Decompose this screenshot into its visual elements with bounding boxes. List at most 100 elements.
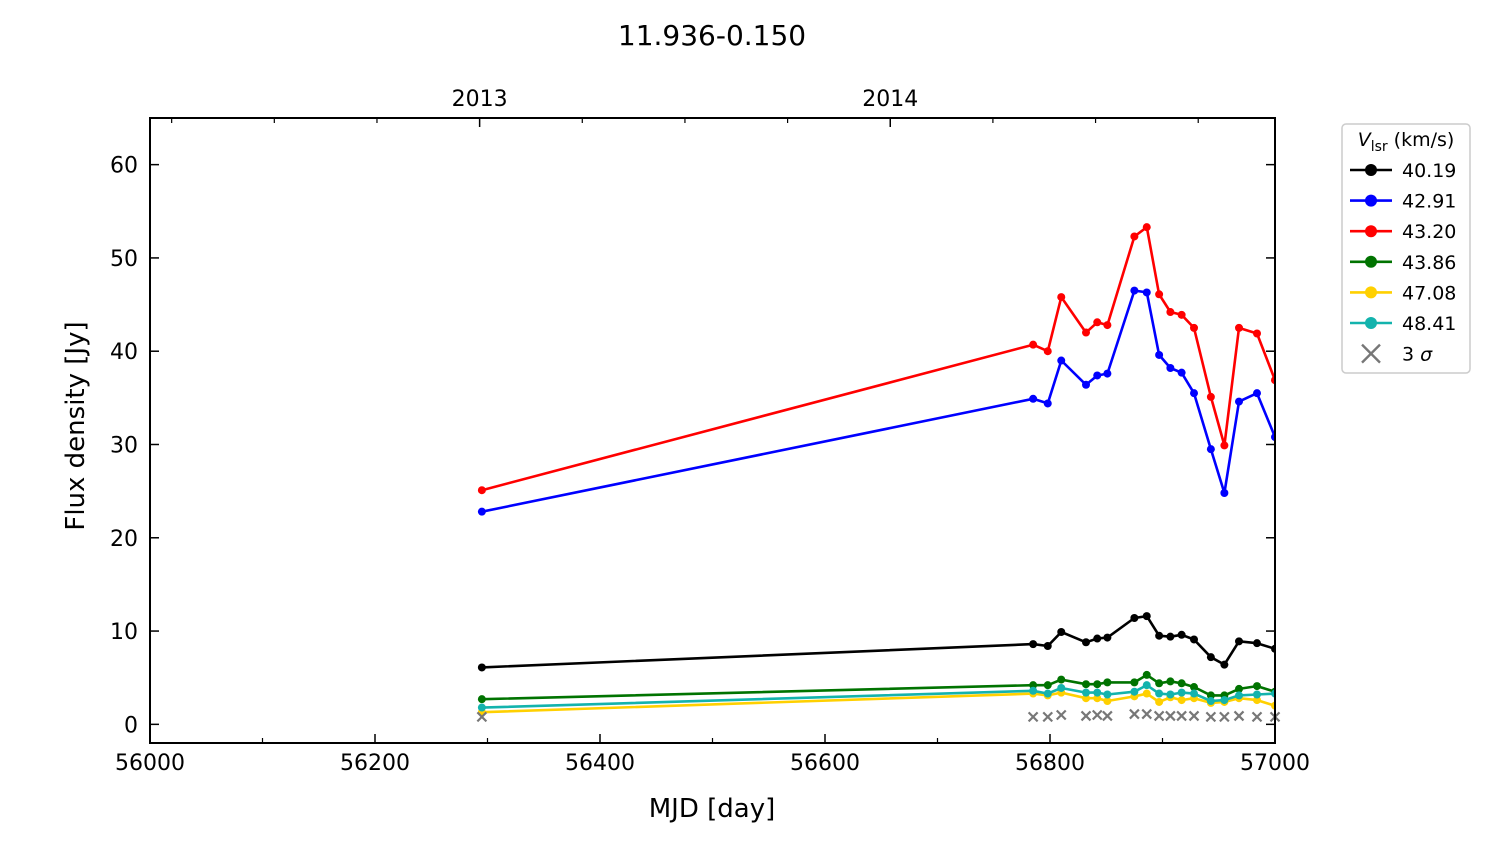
sigma-marker xyxy=(1188,710,1200,722)
y-tick-label: 40 xyxy=(110,340,138,365)
sigma-marker xyxy=(1219,711,1230,723)
legend-label: 42.91 xyxy=(1402,191,1456,213)
data-point xyxy=(1029,394,1038,403)
data-point xyxy=(1057,293,1066,302)
plot-frame xyxy=(149,117,1276,744)
data-point xyxy=(1082,328,1090,337)
sigma-marker xyxy=(1233,710,1245,722)
data-point xyxy=(1093,318,1102,327)
x-tick-label: 56400 xyxy=(565,751,635,776)
data-point xyxy=(1206,697,1215,706)
data-point xyxy=(1166,308,1175,317)
series-line-43.20 xyxy=(481,225,1275,492)
data-point xyxy=(477,507,486,516)
data-point xyxy=(1166,364,1175,372)
data-point xyxy=(1093,694,1102,703)
data-point xyxy=(477,486,486,495)
data-point xyxy=(1043,681,1052,690)
data-point xyxy=(1177,696,1186,705)
legend-label: 48.41 xyxy=(1402,313,1456,335)
data-point xyxy=(1253,690,1261,699)
y-tick-label: 0 xyxy=(124,713,138,738)
data-point xyxy=(1082,380,1090,389)
sigma-marker xyxy=(1251,711,1263,723)
data-point xyxy=(1235,684,1243,693)
sigma-marker xyxy=(1055,709,1067,721)
legend-items: 40.19 42.91 43.20 43.86 47.08 48.41 3 σ xyxy=(1350,160,1456,366)
y-tick-label: 30 xyxy=(110,433,138,458)
data-point xyxy=(1155,689,1164,698)
legend-label: 47.08 xyxy=(1402,282,1456,304)
data-point xyxy=(1093,634,1102,643)
data-point xyxy=(1082,638,1090,647)
data-point xyxy=(1253,329,1261,338)
data-point xyxy=(1082,688,1090,697)
sigma-marker xyxy=(1080,710,1092,722)
data-point xyxy=(1177,368,1186,377)
data-point xyxy=(1029,340,1038,349)
data-point xyxy=(1130,687,1139,696)
legend-label: 3 σ xyxy=(1402,344,1433,366)
top-tick-label: 2014 xyxy=(862,87,918,112)
top-tick-label: 2013 xyxy=(452,87,508,112)
data-point xyxy=(1093,371,1102,380)
data-point xyxy=(1190,635,1198,644)
data-point xyxy=(1043,399,1052,408)
y-tick-label: 10 xyxy=(110,620,138,645)
x-tick-label: 56800 xyxy=(1015,751,1085,776)
data-point xyxy=(1206,691,1215,700)
chart-title: 11.936-0.150 xyxy=(618,19,806,52)
data-point xyxy=(1177,688,1186,697)
data-point xyxy=(1253,639,1261,648)
x-axis-label: MJD [day] xyxy=(649,794,776,824)
data-point xyxy=(1057,675,1066,684)
data-point xyxy=(477,703,486,712)
legend-box xyxy=(1341,123,1471,374)
data-point xyxy=(1057,356,1066,365)
legend-item: 42.91 xyxy=(1350,191,1456,213)
data-point xyxy=(1082,694,1090,703)
data-point xyxy=(1057,683,1066,692)
top-axis: 2013 2014 xyxy=(171,87,1199,127)
data-point xyxy=(1057,627,1066,636)
data-point xyxy=(1155,350,1164,359)
data-point xyxy=(1142,288,1151,297)
data-point xyxy=(1142,223,1151,232)
data-point xyxy=(1130,614,1139,622)
sigma-marker xyxy=(1176,710,1187,722)
sigma-marker xyxy=(1165,710,1176,722)
x-tick-label: 57000 xyxy=(1240,751,1310,776)
data-point xyxy=(477,663,486,672)
data-point xyxy=(1253,682,1261,691)
series-line-40.19 xyxy=(481,614,1275,669)
data-point xyxy=(1130,678,1139,687)
sigma-marker xyxy=(1205,711,1217,723)
data-point xyxy=(1206,392,1215,401)
data-point xyxy=(1130,286,1139,295)
sigma-marker xyxy=(1027,711,1039,723)
sigma-marker xyxy=(1153,710,1165,722)
legend-item: 48.41 xyxy=(1350,313,1456,335)
legend-item: 43.20 xyxy=(1350,221,1456,243)
data-point xyxy=(1155,290,1164,299)
sigma-marker xyxy=(1042,711,1054,723)
legend-label: 40.19 xyxy=(1402,160,1456,182)
data-point xyxy=(1235,637,1243,646)
data-point xyxy=(1190,683,1198,692)
data-point xyxy=(1235,397,1243,406)
data-point xyxy=(1043,347,1052,356)
data-point xyxy=(1103,690,1112,699)
data-point xyxy=(1043,689,1052,698)
data-point xyxy=(1206,653,1215,662)
data-point xyxy=(1130,232,1139,241)
sigma-marker xyxy=(1091,709,1103,721)
data-point xyxy=(1082,680,1090,689)
data-point xyxy=(1220,660,1229,669)
data-point xyxy=(1093,680,1102,689)
data-point xyxy=(1103,369,1112,378)
sigma-marker xyxy=(476,711,488,723)
data-point xyxy=(1029,681,1038,690)
data-point xyxy=(1103,633,1112,642)
legend: Vlsr (km/s) 40.19 42.91 43.20 43.86 47.08 48.4… xyxy=(1341,123,1471,374)
